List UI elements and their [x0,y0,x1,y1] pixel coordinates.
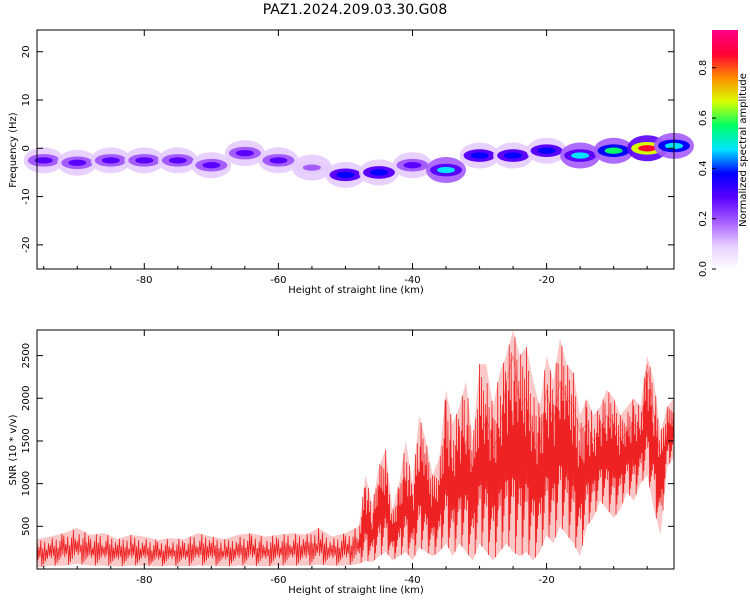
colorbar-tick-label: 0.6 [698,110,709,126]
figure-title: PAZ1.2024.209.03.30.G08 [263,2,448,18]
colorbar-ticks: 0.0 0.2 0.4 0.6 0.8 [698,60,716,277]
heatmap-y-tick-label: 0 [21,145,32,151]
heatmap-ridge-peak [302,164,321,171]
heatmap-x-tick-label: -60 [270,275,286,286]
heatmap-x-tick-label: -80 [136,275,152,286]
line-frame [36,329,675,570]
snr-mean-line [36,355,675,557]
colorbar-label: Normalized spectral amplitude [738,73,749,227]
heatmap-y-tick-label: 10 [21,94,32,107]
heatmap-ridge-peak [638,145,657,152]
line-y-tick-label: 500 [21,517,32,536]
line-panel: -80 -60 -40 -20 500 1000 1500 2000 2500 Height … [8,329,675,596]
colorbar-tick-label: 0.2 [698,211,709,227]
colorbar-tick-label: 0.4 [698,160,709,176]
heatmap-ridge-peak [235,149,254,157]
heatmap-x-tick-label: -20 [538,275,554,286]
line-x-tick-label: -60 [270,575,286,586]
heatmap-ridge-peak [68,159,87,166]
heatmap-panel: -80 -60 -40 -20 -20 -10 0 10 20 Height of strai… [8,29,694,296]
line-y-tick-label: 1000 [21,471,32,496]
line-x-tick-label: -20 [538,575,554,586]
heatmap-ridge-peak [202,162,221,169]
heatmap-ridge-peak [168,157,187,164]
heatmap-ridge-peak [269,157,288,164]
heatmap-x-axis: -80 -60 -40 -20 [43,30,648,286]
heatmap-ridge-peak [604,147,623,154]
snr-line [36,337,674,567]
snr-series [36,337,675,567]
heatmap-ridge-peak [504,152,523,159]
heatmap-ridge-peak [369,169,388,176]
heatmap-y-tick-label: -10 [21,188,32,204]
heatmap-ridge-peak [537,147,556,154]
colorbar-tick-label: 0.8 [698,60,709,76]
heatmap-frame [36,29,675,270]
heatmap-y-tick-label: -20 [21,237,32,253]
heatmap-y-axis: -20 -10 0 10 20 [21,45,674,253]
heatmap-y-tick-label: 20 [21,45,32,58]
heatmap-blobs [23,132,694,188]
line-y-tick-label: 2500 [21,343,32,368]
heatmap-x-axis-label: Height of straight line (km) [288,285,424,296]
heatmap-ridge-peak [470,152,489,159]
colorbar: 0.0 0.2 0.4 0.6 0.8 Normalized spectral ampl… [698,30,749,277]
line-x-axis: -80 -60 -40 -20 [43,330,648,586]
line-y-tick-label: 1500 [21,428,32,453]
heatmap-ridge-peak [135,157,154,164]
line-y-axis-label: SNR (10 * v/v) [8,414,19,485]
heatmap-ridge-peak [571,152,590,159]
heatmap-ridge-peak [403,162,422,169]
line-x-tick-label: -80 [136,575,152,586]
line-y-axis: 500 1000 1500 2000 2500 [21,343,674,536]
line-x-axis-label: Height of straight line (km) [288,585,424,596]
heatmap-ridge-peak [336,171,355,178]
line-y-tick-label: 2000 [21,386,32,411]
colorbar-tick-label: 0.0 [698,261,709,277]
heatmap-ridge-peak [437,166,456,174]
heatmap-y-axis-label: Frequency (Hz) [8,112,19,188]
heatmap-ridge-peak [101,157,120,164]
line-x-tick-label: -40 [404,575,420,586]
heatmap-ridge-peak [34,157,53,164]
heatmap-x-tick-label: -40 [404,275,420,286]
colorbar-gradient [712,30,738,269]
